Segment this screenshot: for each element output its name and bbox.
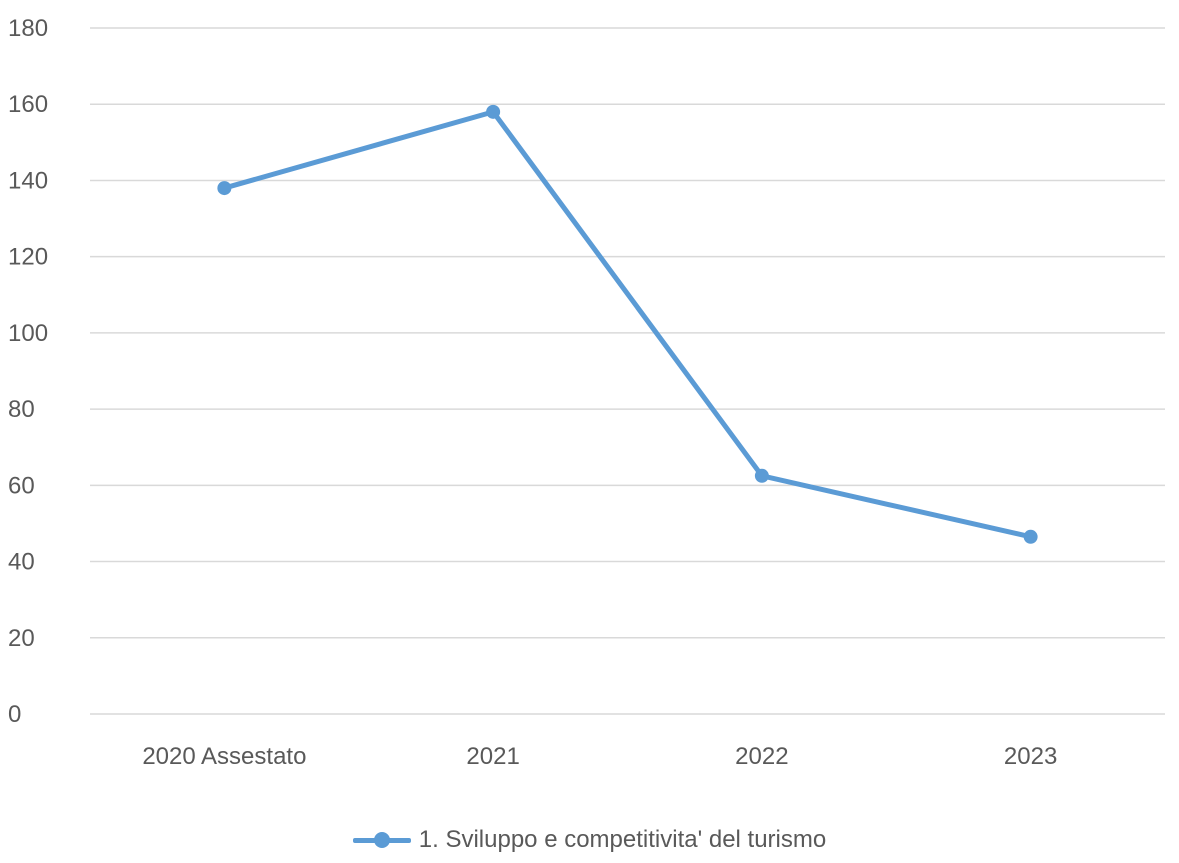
legend-line-marker-icon xyxy=(352,830,411,850)
x-tick-label: 2022 xyxy=(735,743,788,770)
y-axis-tick-labels: 0 20 40 60 80 100 120 140 160 180 xyxy=(8,15,48,728)
y-tick-label: 60 xyxy=(8,472,35,499)
y-tick-label: 140 xyxy=(8,167,48,194)
data-point xyxy=(1023,529,1038,544)
x-axis-tick-labels: 2020 Assestato 2021 2022 2023 xyxy=(142,743,1057,770)
y-tick-label: 80 xyxy=(8,396,35,423)
series-line xyxy=(221,109,1034,540)
y-tick-label: 40 xyxy=(8,549,35,576)
legend-label: 1. Sviluppo e competitivita' del turismo xyxy=(418,826,827,853)
y-tick-label: 0 xyxy=(8,701,21,728)
x-tick-label: 2023 xyxy=(1004,743,1057,770)
x-tick-label: 2020 Assestato xyxy=(142,743,306,770)
y-tick-label: 20 xyxy=(8,625,35,652)
y-tick-label: 120 xyxy=(8,244,48,271)
data-point xyxy=(217,181,232,196)
data-point xyxy=(486,104,501,119)
gridlines xyxy=(90,27,1165,715)
x-tick-label: 2021 xyxy=(466,743,519,770)
y-tick-label: 100 xyxy=(8,320,48,347)
series-layer xyxy=(217,104,1038,544)
y-tick-label: 180 xyxy=(8,15,48,42)
legend: 1. Sviluppo e competitivita' del turismo xyxy=(0,826,1179,854)
data-point xyxy=(754,468,769,483)
legend-item: 1. Sviluppo e competitivita' del turismo xyxy=(352,826,827,854)
y-tick-label: 160 xyxy=(8,91,48,118)
